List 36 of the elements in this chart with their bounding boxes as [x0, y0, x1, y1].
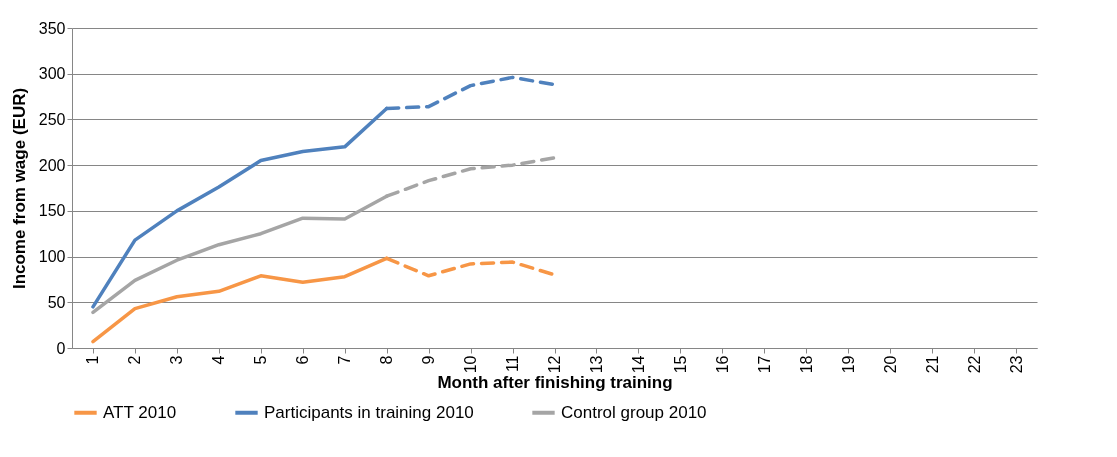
- y-tick-label: 0: [56, 339, 66, 357]
- x-tick-label: 19: [839, 355, 857, 374]
- x-tick-label: 21: [923, 355, 941, 374]
- y-axis-title: Income from wage (EUR): [9, 87, 29, 290]
- x-tick-label: 16: [713, 355, 731, 374]
- x-axis-title: Month after finishing training: [437, 373, 673, 393]
- x-tick-label: 1: [84, 355, 102, 365]
- x-tick-label: 18: [797, 355, 815, 374]
- x-tick-label: 11: [504, 355, 522, 373]
- y-tick-label: 250: [38, 110, 66, 128]
- x-tick-label: 22: [965, 355, 983, 374]
- x-tick-label: 10: [462, 355, 480, 374]
- x-tick-label: 3: [168, 355, 186, 365]
- legend-label: Participants in training 2010: [264, 402, 474, 422]
- y-tick-label: 50: [47, 293, 66, 311]
- x-tick-label: 13: [587, 355, 605, 374]
- y-tick-label: 300: [38, 65, 66, 83]
- x-tick-label: 23: [1007, 355, 1025, 374]
- x-tick-label: 15: [671, 355, 689, 374]
- y-tick-label: 350: [38, 19, 66, 37]
- x-tick-label: 17: [755, 355, 773, 374]
- y-tick-label: 100: [38, 248, 66, 266]
- x-tick-label: 4: [210, 355, 228, 365]
- x-tick-label: 5: [252, 355, 270, 365]
- x-tick-label: 6: [294, 355, 312, 365]
- x-tick-label: 2: [126, 355, 144, 365]
- legend-label: ATT 2010: [103, 402, 177, 422]
- x-tick-label: 14: [629, 355, 647, 374]
- x-tick-label: 7: [336, 355, 354, 365]
- x-tick-label: 8: [378, 355, 396, 365]
- y-tick-label: 200: [38, 156, 66, 174]
- x-tick-label: 20: [881, 355, 899, 374]
- legend-label: Control group 2010: [561, 402, 707, 422]
- y-tick-label: 150: [38, 202, 66, 220]
- x-tick-label: 12: [546, 355, 563, 374]
- x-tick-label: 9: [420, 355, 438, 365]
